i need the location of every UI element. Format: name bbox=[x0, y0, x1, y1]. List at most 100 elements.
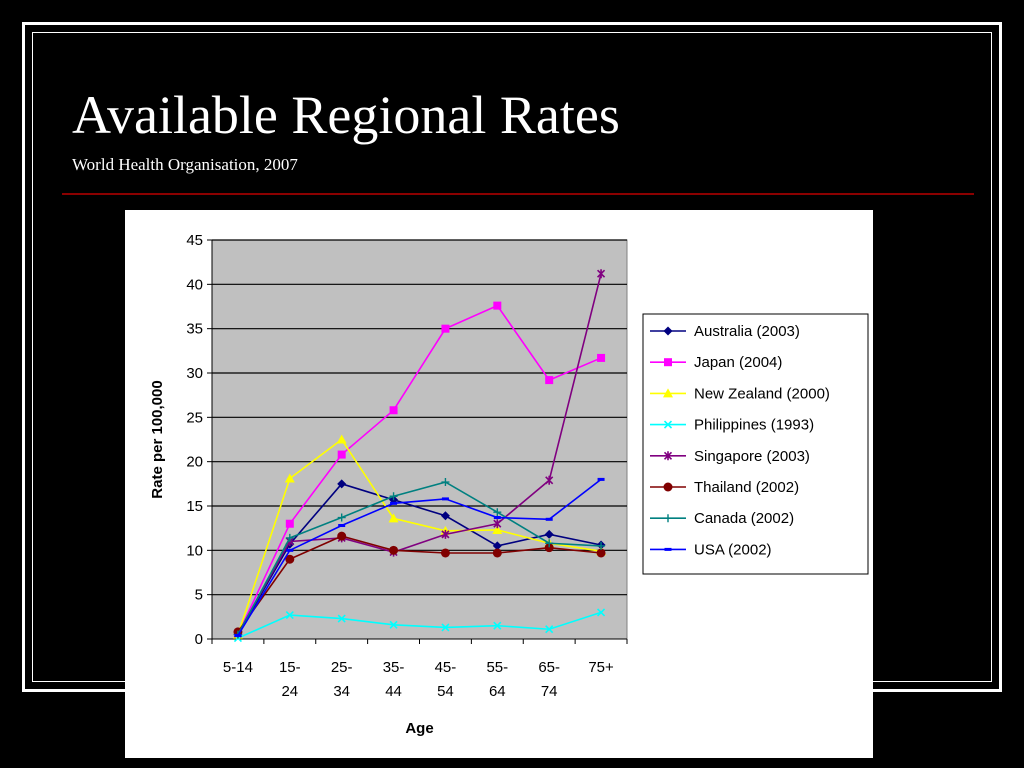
legend-item: Canada (2002) bbox=[650, 510, 794, 527]
data-point bbox=[545, 475, 554, 485]
legend-label: Singapore (2003) bbox=[694, 448, 810, 465]
y-tick-label: 40 bbox=[186, 276, 203, 293]
data-point bbox=[441, 478, 450, 487]
series-line bbox=[237, 535, 602, 633]
data-point bbox=[286, 548, 294, 552]
legend-marker bbox=[663, 388, 673, 398]
series-line bbox=[237, 273, 602, 635]
x-tick-label: 34 bbox=[333, 683, 350, 700]
legend-item: Japan (2004) bbox=[650, 354, 782, 371]
x-tick-label: 54 bbox=[437, 683, 454, 700]
legend-marker bbox=[664, 514, 672, 523]
y-tick-label: 25 bbox=[186, 409, 203, 426]
legend-item: New Zealand (2000) bbox=[650, 385, 830, 402]
data-point bbox=[441, 623, 450, 632]
data-point bbox=[285, 533, 294, 542]
data-point bbox=[493, 516, 501, 520]
y-axis-title: Rate per 100,000 bbox=[149, 380, 166, 498]
data-point bbox=[492, 548, 502, 558]
data-point bbox=[337, 479, 347, 489]
data-point bbox=[441, 529, 450, 539]
legend-item: USA (2002) bbox=[650, 541, 772, 558]
data-point bbox=[493, 621, 502, 630]
data-point bbox=[389, 406, 398, 415]
data-point bbox=[596, 548, 606, 558]
y-tick-label: 30 bbox=[186, 365, 203, 382]
title-divider bbox=[62, 193, 974, 195]
legend-item: Thailand (2002) bbox=[650, 479, 799, 496]
x-tick-label: 24 bbox=[281, 683, 298, 700]
legend-marker bbox=[664, 358, 672, 367]
x-tick-label: 44 bbox=[385, 683, 402, 700]
data-point bbox=[440, 548, 450, 558]
data-point bbox=[389, 620, 398, 629]
y-tick-label: 5 bbox=[195, 587, 203, 604]
data-point bbox=[285, 554, 295, 564]
legend-marker bbox=[663, 451, 673, 461]
data-point bbox=[337, 513, 346, 522]
data-point bbox=[337, 531, 347, 541]
x-tick-label: 25- bbox=[331, 659, 353, 676]
legend-label: Thailand (2002) bbox=[694, 479, 799, 496]
x-tick-label: 64 bbox=[489, 683, 506, 700]
legend-marker bbox=[663, 482, 673, 492]
x-tick-label: 75+ bbox=[588, 659, 614, 676]
data-point bbox=[388, 513, 399, 523]
data-point bbox=[493, 508, 502, 517]
series-line bbox=[237, 304, 602, 635]
data-point bbox=[493, 519, 502, 529]
x-tick-label: 5-14 bbox=[223, 659, 253, 676]
x-axis-title: Age bbox=[405, 720, 433, 737]
legend-item: Singapore (2003) bbox=[650, 448, 810, 465]
series-line bbox=[237, 481, 602, 635]
legend-item: Philippines (1993) bbox=[650, 417, 814, 434]
data-point bbox=[284, 473, 295, 483]
legend-label: Philippines (1993) bbox=[694, 417, 814, 434]
data-point bbox=[337, 614, 346, 623]
legend-marker bbox=[664, 547, 672, 551]
data-point bbox=[545, 625, 554, 634]
legend: Australia (2003) Japan (2004) New Zealand … bbox=[642, 313, 869, 575]
x-tick-label: 65- bbox=[538, 659, 560, 676]
data-point bbox=[597, 541, 606, 550]
data-point bbox=[441, 497, 449, 501]
x-tick-label: 15- bbox=[279, 659, 301, 676]
legend-label: Canada (2002) bbox=[694, 510, 794, 527]
data-point bbox=[336, 434, 347, 444]
legend-label: New Zealand (2000) bbox=[694, 385, 830, 402]
data-point bbox=[545, 539, 554, 548]
x-tick-label: 55- bbox=[486, 659, 508, 676]
x-tick-label: 45- bbox=[435, 659, 457, 676]
series-usa-2002 bbox=[234, 477, 605, 637]
data-point bbox=[596, 608, 606, 617]
data-point bbox=[285, 610, 294, 620]
data-point bbox=[597, 477, 605, 481]
legend-marker bbox=[663, 420, 673, 429]
plot-background bbox=[211, 239, 628, 640]
series-line bbox=[237, 478, 602, 636]
data-point bbox=[389, 492, 398, 501]
line-chart: 0 5 10 15 20 25 30 35 40 45 5-14 15- 24 25- 34 35- 44 45-… bbox=[149, 232, 869, 737]
plot-area bbox=[211, 239, 628, 640]
data-point bbox=[544, 529, 554, 539]
x-tick-label: 35- bbox=[383, 659, 405, 676]
data-point bbox=[545, 517, 553, 521]
y-tick-label: 35 bbox=[186, 321, 203, 338]
data-point bbox=[544, 543, 554, 553]
legend-label: Japan (2004) bbox=[694, 354, 782, 371]
series-line bbox=[237, 611, 602, 639]
x-tick-label: 74 bbox=[541, 683, 558, 700]
data-point bbox=[441, 324, 450, 333]
data-point bbox=[285, 519, 294, 528]
legend-box bbox=[642, 313, 869, 575]
legend-item: Australia (2003) bbox=[650, 323, 800, 340]
data-point bbox=[545, 376, 554, 385]
legend-label: Australia (2003) bbox=[694, 323, 800, 340]
data-point bbox=[337, 450, 346, 459]
data-point bbox=[492, 524, 503, 534]
y-tick-label: 15 bbox=[186, 498, 203, 515]
data-point bbox=[493, 301, 502, 310]
y-tick-label: 45 bbox=[186, 232, 203, 249]
data-point bbox=[389, 545, 399, 555]
gridlines bbox=[212, 239, 627, 596]
